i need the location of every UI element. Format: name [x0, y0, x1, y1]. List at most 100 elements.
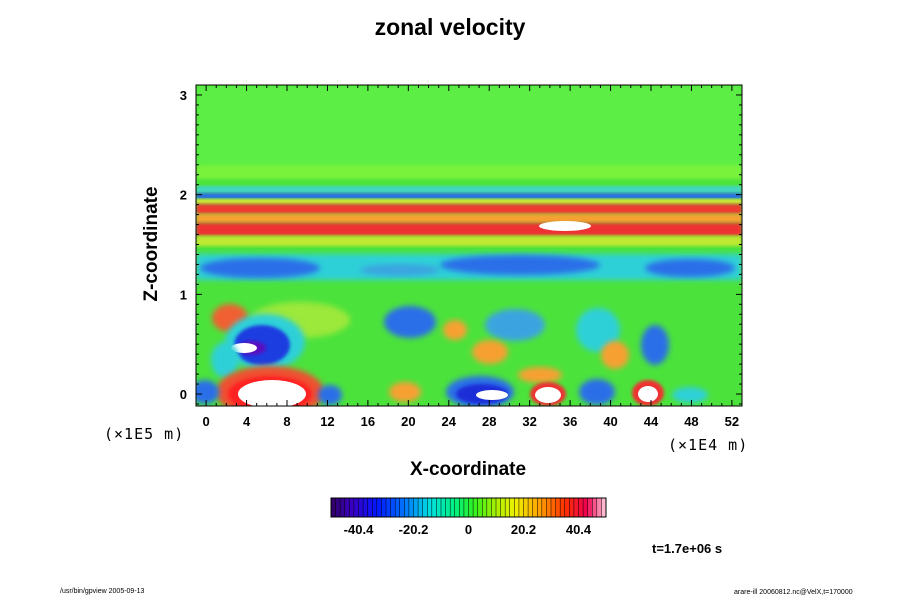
- y-tick-label: 1: [180, 287, 187, 302]
- band-red-upper: [196, 204, 742, 214]
- colorbar-segment: [523, 498, 529, 517]
- orange-patch-mid2: [443, 320, 467, 340]
- colorbar-segment: [532, 498, 538, 517]
- colorbar-segment: [528, 498, 533, 517]
- blue-patch-2: [440, 255, 600, 275]
- colorbar-tick-label: -20.2: [399, 522, 429, 537]
- x-tick-label: 28: [482, 414, 496, 429]
- upper-band-light: [196, 165, 742, 179]
- chart-title: zonal velocity: [374, 14, 526, 40]
- x-tick-label: 32: [522, 414, 536, 429]
- colorbar-segment: [555, 498, 561, 517]
- colorbar-segment: [560, 498, 566, 517]
- colorbar-segment: [395, 498, 401, 517]
- blue-bottom: [318, 385, 342, 405]
- cyan-bottom-right: [672, 387, 708, 403]
- blue-patch-3: [645, 259, 735, 277]
- orange-patch-right: [601, 341, 629, 369]
- cyan-patch: [576, 308, 620, 352]
- colorbar-segment: [491, 498, 497, 517]
- colorbar-segment: [413, 498, 419, 517]
- footer-command: /usr/bin/gpview 2005-09-13: [60, 588, 145, 595]
- x-tick-label: 48: [684, 414, 698, 429]
- blue-patch-7: [641, 325, 669, 365]
- colorbar-segment: [331, 498, 336, 517]
- band-yellow: [196, 199, 742, 204]
- colorbar-segment: [500, 498, 506, 517]
- colorbar-segment: [573, 498, 579, 517]
- blue-patch-4: [360, 264, 440, 276]
- x-tick-label: 0: [202, 414, 209, 429]
- colorbar-segment: [592, 498, 598, 517]
- x-tick-label: 8: [283, 414, 290, 429]
- blue-patch-1: [200, 258, 320, 278]
- x-tick-label: 52: [725, 414, 739, 429]
- colorbar-segment: [518, 498, 524, 517]
- colorbar-segment: [408, 498, 414, 517]
- y-tick-label: 0: [180, 387, 187, 402]
- colorbar-segment: [381, 498, 387, 517]
- time-label: t=1.7e+06 s: [652, 541, 723, 556]
- colorbar-segment: [482, 498, 488, 517]
- band-orange: [196, 214, 742, 223]
- colorbar-segment: [564, 498, 570, 517]
- colorbar-tick-label: 0: [465, 522, 472, 537]
- colorbar-segment: [541, 498, 547, 517]
- x-tick-label: 44: [644, 414, 659, 429]
- colorbar-tick-label: 20.2: [511, 522, 536, 537]
- colorbar-segment: [514, 498, 520, 517]
- colorbar-segment: [450, 498, 456, 517]
- colorbar-segment: [376, 498, 382, 517]
- colorbar-segment: [569, 498, 575, 517]
- colorbar-segment: [601, 498, 607, 517]
- colorbar-segment: [335, 498, 341, 517]
- colorbar-segment: [596, 498, 602, 517]
- colorbar-segment: [496, 498, 501, 517]
- contour-field: [196, 85, 742, 406]
- colorbar-segment: [473, 498, 478, 517]
- cyan-left: [211, 342, 239, 378]
- blue-patch-6: [485, 309, 545, 341]
- colorbar-frame: [330, 497, 607, 518]
- colorbar-segment: [454, 498, 460, 517]
- colorbar-segment: [431, 498, 437, 517]
- blue-blob-38: [579, 379, 615, 405]
- colorbar-segment: [537, 498, 543, 517]
- blue-corner: [196, 380, 219, 404]
- colorbar-segment: [546, 498, 552, 517]
- x-axis-label: X-coordinate: [409, 459, 527, 480]
- colorbar-segment: [340, 498, 346, 517]
- colorbar-segment: [441, 498, 446, 517]
- x-tick-label: 16: [361, 414, 375, 429]
- colorbar-segment: [436, 498, 442, 517]
- orange-bottom: [389, 382, 421, 402]
- band-red-lower: [196, 223, 742, 236]
- x-tick-label: 36: [563, 414, 577, 429]
- x-tick-label: 24: [442, 414, 457, 429]
- colorbar-segment: [363, 498, 368, 517]
- white-core-bottom-left: [238, 380, 306, 406]
- colorbar-segment: [477, 498, 483, 517]
- x-tick-label: 4: [243, 414, 251, 429]
- colorbar-segment: [587, 498, 593, 517]
- band-yellowgreen: [196, 236, 742, 246]
- colorbar-segment: [344, 498, 350, 517]
- colorbar-segment: [386, 498, 391, 517]
- band-cyan-upper: [196, 186, 742, 193]
- x-tick-label: 20: [401, 414, 415, 429]
- colorbar-segment: [463, 498, 469, 517]
- colorbar-segment: [372, 498, 378, 517]
- colorbar-segment: [427, 498, 433, 517]
- band-blue-upper: [196, 193, 742, 199]
- colorbar-segment: [349, 498, 355, 517]
- blue-patch-5: [384, 306, 436, 338]
- upper-region: [196, 85, 742, 170]
- y-axis-unit: (×1E5 m): [104, 425, 185, 443]
- orange-patch-bottom: [518, 367, 562, 383]
- x-axis-unit: (×1E4 m): [668, 436, 749, 454]
- colorbar-segment: [399, 498, 405, 517]
- white-core-left: [231, 343, 257, 353]
- orange-patch-mid: [472, 340, 508, 364]
